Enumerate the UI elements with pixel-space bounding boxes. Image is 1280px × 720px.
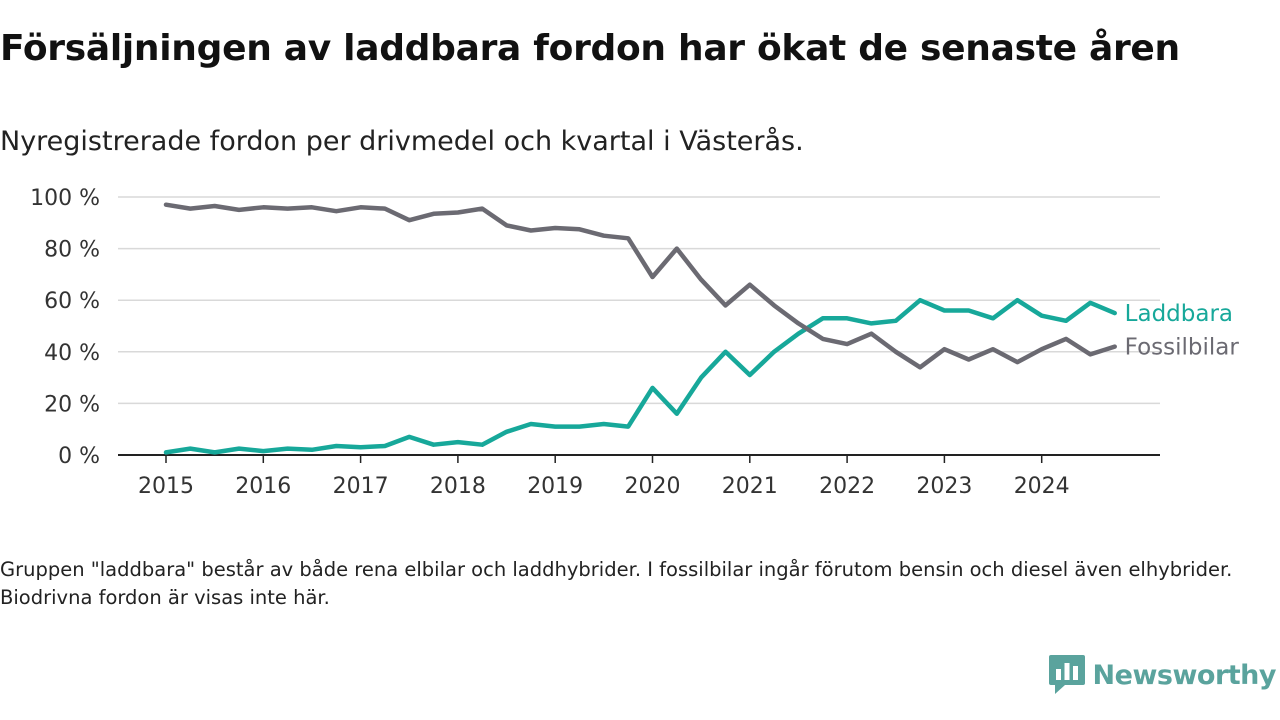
series-line-fossilbilar <box>163 202 1117 370</box>
y-tick-label: 0 % <box>58 444 100 469</box>
x-tick-label: 2015 <box>138 474 194 499</box>
y-axis-ticks: 0 % 20 % 40 % 60 % 80 % 100 % <box>30 186 100 469</box>
x-tick-label: 2021 <box>722 474 778 499</box>
series-label-fossilbilar: Fossilbilar <box>1125 335 1240 361</box>
brand-name: Newsworthy <box>1092 659 1277 691</box>
x-tick-label: 2023 <box>916 474 972 499</box>
y-tick-label: 100 % <box>30 186 100 211</box>
newsworthy-logo[interactable]: Newsworthy <box>1048 655 1277 695</box>
series-lines <box>163 202 1117 455</box>
chart-subtitle: Nyregistrerade fordon per drivmedel och … <box>0 126 804 157</box>
chart-title: Försäljningen av laddbara fordon har öka… <box>0 28 1180 69</box>
series-labels: Laddbara Fossilbilar <box>1125 301 1240 361</box>
x-tick-label: 2019 <box>527 474 583 499</box>
x-tick-label: 2016 <box>235 474 291 499</box>
x-tick-label: 2022 <box>819 474 875 499</box>
line-chart: 0 %20 %40 %60 %80 %100 % 2015 2016 2017 201… <box>30 186 1240 499</box>
x-tick-label: 2017 <box>333 474 389 499</box>
series-line-laddbara <box>163 297 1117 455</box>
x-tick-label: 2018 <box>430 474 486 499</box>
footnote: Gruppen "laddbara" består av både rena e… <box>0 558 1233 609</box>
bar-chart-icon <box>1048 655 1085 694</box>
y-tick-label: 20 % <box>44 392 100 417</box>
series-label-laddbara: Laddbara <box>1125 301 1233 327</box>
x-tick-label: 2024 <box>1014 474 1070 499</box>
x-axis-ticks: 2015 2016 2017 2018 2019 2020 2021 2022 2023 2024 <box>138 455 1070 499</box>
y-tick-label: 80 % <box>44 238 100 263</box>
x-tick-label: 2020 <box>625 474 681 499</box>
y-tick-label: 40 % <box>44 341 100 366</box>
y-tick-label: 60 % <box>44 289 100 314</box>
gridlines <box>118 196 1160 456</box>
